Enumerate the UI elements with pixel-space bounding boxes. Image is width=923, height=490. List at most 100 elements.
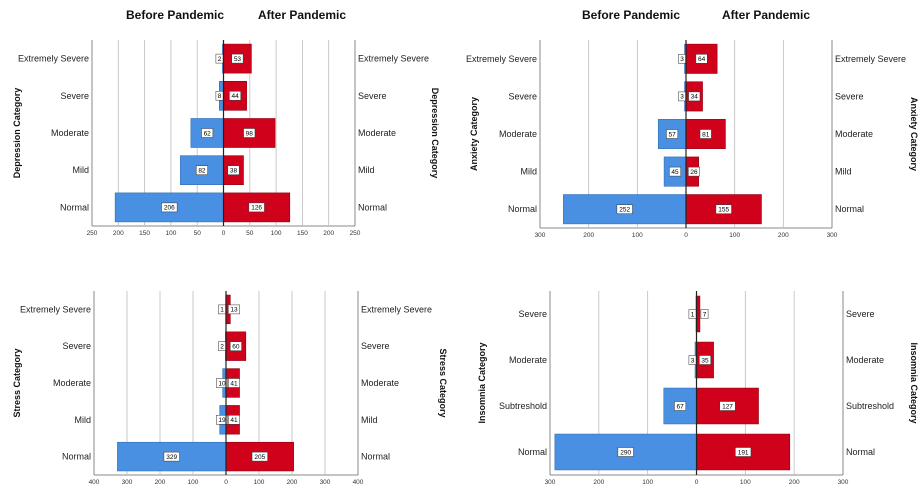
value-label-before-normal-box [161, 202, 178, 213]
value-label-after-normal-box [735, 447, 752, 457]
category-label-left-mild: Mild [74, 415, 91, 425]
x-tick-label: 200 [593, 479, 604, 486]
value-label-before-severe: 3 [680, 94, 684, 101]
y-axis-title-left: Stress Category [12, 348, 22, 417]
category-label-right-severe: Severe [835, 91, 864, 101]
x-tick-label: 0 [222, 230, 226, 237]
header-before-pandemic-left: Before Pandemic [126, 8, 225, 22]
value-label-after-mild-box [227, 165, 240, 175]
value-label-before-normal-box [163, 451, 180, 462]
value-label-before-severe: 1 [691, 311, 695, 318]
category-label-right-moderate: Moderate [358, 128, 396, 138]
x-tick-label: 300 [838, 479, 849, 486]
x-tick-label: 100 [642, 479, 653, 486]
category-label-left-moderate: Moderate [53, 378, 91, 388]
value-label-before-mild-box [216, 415, 228, 425]
value-label-before-mild: 45 [671, 169, 679, 176]
value-label-before-mild: 19 [218, 417, 226, 424]
category-label-right-subtreshold: Subtreshold [846, 401, 894, 411]
value-label-before-severe: 2 [220, 344, 224, 351]
category-label-left-severe: Severe [60, 91, 89, 101]
category-label-left-normal: Normal [62, 452, 91, 462]
x-tick-label: 400 [353, 479, 364, 486]
category-label-right-normal: Normal [358, 202, 387, 212]
category-label-right-extremely-severe: Extremely Severe [358, 54, 429, 64]
value-label-before-normal: 252 [619, 207, 630, 214]
value-label-after-subtreshold: 127 [722, 403, 733, 410]
value-label-after-extremely-severe: 53 [234, 56, 242, 63]
x-tick-label: 0 [695, 479, 699, 486]
category-label-left-normal: Normal [60, 202, 89, 212]
value-label-after-moderate: 41 [230, 380, 238, 387]
category-label-right-extremely-severe: Extremely Severe [361, 304, 432, 314]
x-tick-label: 300 [545, 479, 556, 486]
value-label-after-moderate-box [699, 129, 712, 139]
value-label-before-extremely-severe: 3 [680, 56, 684, 63]
category-label-right-severe: Severe [358, 91, 387, 101]
x-tick-label: 200 [155, 479, 166, 486]
x-tick-label: 100 [188, 479, 199, 486]
value-label-before-moderate: 57 [669, 131, 677, 138]
x-tick-label: 200 [789, 479, 800, 486]
value-label-after-extremely-severe-box [228, 304, 240, 315]
insomnia-pyramid-chart: 300 200 100 0 100 200 300 1 7 Severe Severe 3 35 Mode… [477, 291, 919, 486]
header-before-pandemic-right: Before Pandemic [582, 8, 681, 22]
category-label-left-extremely-severe: Extremely Severe [18, 54, 89, 64]
category-label-right-moderate: Moderate [361, 378, 399, 388]
category-label-left-moderate: Moderate [499, 129, 537, 139]
value-label-after-moderate: 98 [246, 130, 254, 137]
value-label-after-severe-box [688, 91, 701, 102]
y-axis-title-right: Anxiety Category [909, 97, 919, 171]
value-label-after-severe: 34 [691, 94, 699, 101]
anxiety-pyramid-chart: 300 200 100 0 100 200 300 3 64 Extremely Severe Ex… [466, 40, 919, 239]
y-axis-title-left: Anxiety Category [469, 97, 479, 171]
x-tick-label: 300 [535, 232, 546, 239]
x-tick-label: 100 [165, 230, 176, 237]
value-label-after-severe-box [229, 91, 242, 101]
value-label-before-moderate-box [666, 129, 679, 139]
value-label-after-mild-box [228, 415, 240, 425]
value-label-after-severe: 60 [232, 344, 240, 351]
bar-after-moderate [223, 118, 276, 148]
x-tick-label: 250 [87, 230, 98, 237]
bar-after-extremely-severe [685, 43, 718, 74]
category-label-right-moderate: Moderate [835, 129, 873, 139]
x-tick-label: 200 [113, 230, 124, 237]
value-label-after-severe: 44 [231, 93, 239, 100]
value-label-after-severe-box [700, 309, 709, 319]
value-label-before-normal: 206 [164, 205, 175, 212]
category-label-left-mild: Mild [72, 165, 89, 175]
y-axis-title-right: Insomnia Category [909, 342, 919, 423]
category-label-right-normal: Normal [835, 204, 864, 214]
y-axis-title-left: Insomnia Category [477, 342, 487, 423]
x-tick-label: 200 [778, 232, 789, 239]
category-label-left-mild: Mild [520, 167, 537, 177]
value-label-after-severe: 7 [703, 311, 707, 318]
value-label-before-normal: 329 [166, 454, 177, 461]
value-label-after-extremely-severe: 64 [698, 56, 706, 63]
value-label-after-moderate: 81 [702, 131, 710, 138]
category-label-right-moderate: Moderate [846, 355, 884, 365]
category-label-left-moderate: Moderate [509, 355, 547, 365]
value-label-before-mild-box [669, 166, 682, 177]
value-label-before-moderate: 10 [218, 380, 226, 387]
category-label-right-severe: Severe [361, 341, 390, 351]
value-label-before-moderate-box [216, 378, 228, 388]
stress-pyramid-chart: 400 300 200 100 0 100 200 300 400 1 13 Extremely Se… [12, 291, 448, 486]
category-label-left-extremely-severe: Extremely Severe [466, 54, 537, 64]
x-tick-label: 50 [246, 230, 254, 237]
value-label-before-severe: 8 [218, 93, 222, 100]
category-label-left-subtreshold: Subtreshold [499, 401, 547, 411]
value-label-after-normal: 205 [254, 454, 265, 461]
value-label-before-moderate-box [201, 128, 214, 138]
value-label-after-severe-box [229, 341, 242, 351]
value-label-after-normal-box [251, 451, 268, 462]
x-tick-label: 250 [350, 230, 361, 237]
bar-after-extremely-severe [223, 43, 252, 74]
category-label-left-normal: Normal [508, 204, 537, 214]
x-tick-label: 300 [827, 232, 838, 239]
value-label-after-normal-box [248, 202, 265, 213]
x-tick-label: 400 [89, 479, 100, 486]
value-label-after-moderate: 35 [701, 357, 709, 364]
x-tick-label: 200 [583, 232, 594, 239]
